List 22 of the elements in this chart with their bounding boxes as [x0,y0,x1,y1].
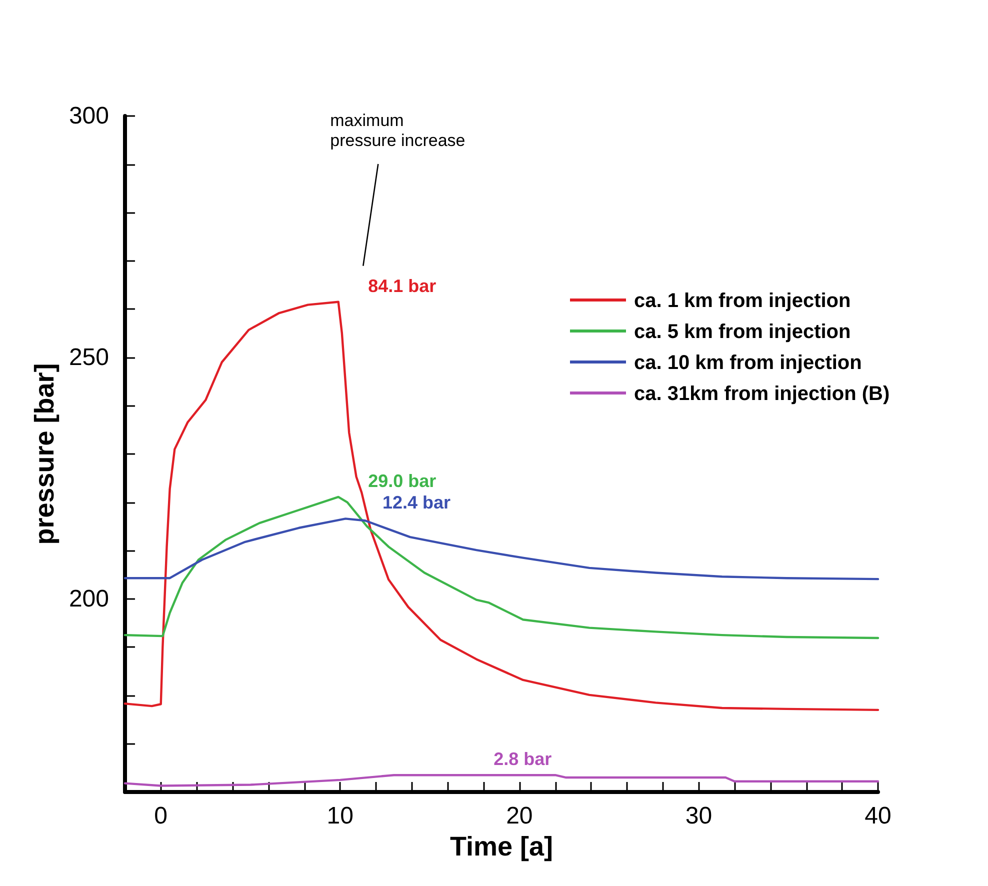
legend-label: ca. 1 km from injection [634,290,851,312]
line-series [124,518,880,580]
x-tick-label: 40 [864,802,892,830]
x-axis-title: Time [a] [450,831,554,862]
line-series [124,496,880,640]
legend-label: ca. 5 km from injection [634,321,851,343]
y-tick-label: 250 [68,344,109,371]
y-tick-label: 300 [68,102,109,130]
x-tick-label: 10 [326,802,354,830]
annotation: maximum pressure increase [330,111,466,150]
line-series [124,774,880,787]
legend-label: ca. 31km from injection (B) [634,383,890,405]
annotation: 29.0 bar [368,470,436,491]
y-tick-label: 200 [68,585,109,612]
y-axis-title: pressure [bar] [30,363,60,545]
legend-label: ca. 10 km from injection [634,352,862,374]
annotation: 12.4 bar [382,492,451,513]
x-tick-label: 0 [154,802,168,830]
x-tick-label: 20 [506,802,533,830]
x-tick-label: 30 [685,802,712,830]
annotation: 2.8 bar [494,749,552,770]
annotation: 84.1 bar [368,276,436,296]
